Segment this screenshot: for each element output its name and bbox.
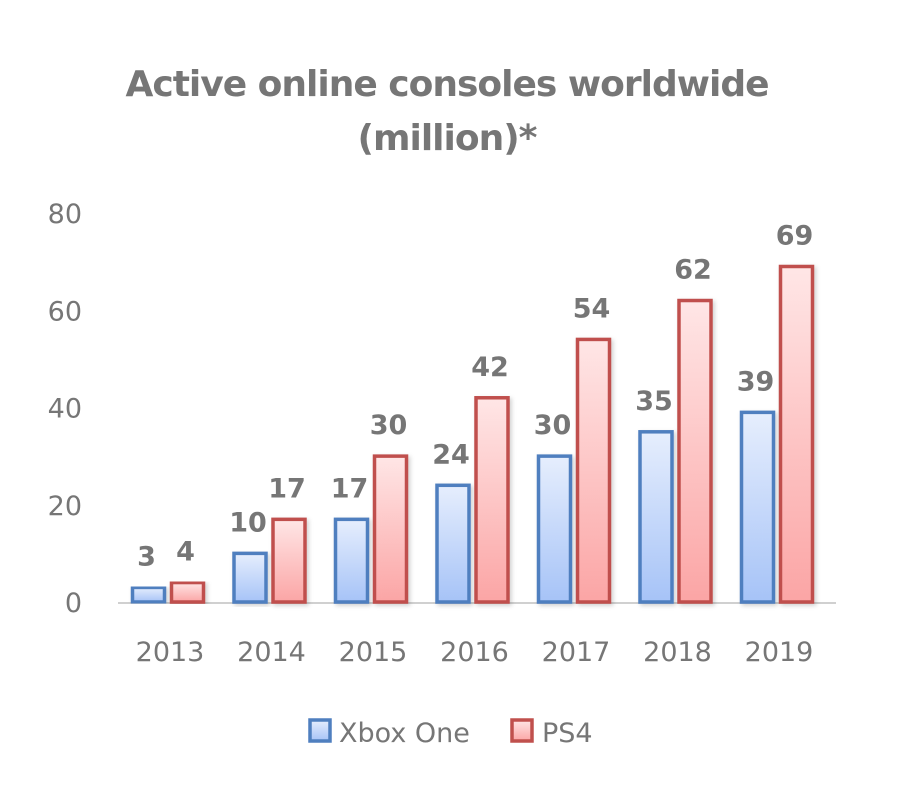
legend-item-ps4[interactable]: PS4 [510, 718, 593, 749]
bars [130, 264, 815, 604]
bar-xbox-one-2014 [232, 551, 268, 604]
x-tick-label: 2018 [643, 637, 712, 668]
bar-xbox-one-2013 [130, 585, 167, 604]
data-label: 17 [268, 473, 306, 504]
data-label: 24 [432, 439, 470, 470]
y-tick-label: 20 [48, 491, 82, 522]
legend-item-xbox-one[interactable]: Xbox One [308, 718, 470, 749]
bar-xbox-one-2018 [638, 430, 674, 604]
data-label: 10 [229, 507, 267, 538]
x-tick-label: 2017 [542, 637, 611, 668]
y-tick-label: 40 [48, 394, 82, 425]
data-label: 3 [137, 541, 156, 572]
y-tick-label: 60 [48, 296, 82, 327]
chart-title: Active online consoles worldwide (millio… [126, 64, 770, 159]
y-tick-label: 0 [65, 588, 82, 619]
x-tick-label: 2019 [745, 637, 814, 668]
chart-title-line-1: Active online consoles worldwide [126, 64, 769, 105]
bar-ps4-2015 [372, 454, 409, 604]
legend-label: Xbox One [339, 718, 470, 749]
x-tick-label: 2013 [136, 637, 205, 668]
y-tick-label: 80 [48, 199, 82, 230]
bar-ps4-2018 [677, 298, 713, 604]
data-label: 42 [471, 352, 509, 383]
bar-xbox-one-2019 [739, 410, 776, 604]
data-label: 30 [534, 410, 572, 441]
data-label: 54 [573, 293, 611, 324]
data-label: 17 [331, 473, 369, 504]
bar-xbox-one-2017 [536, 454, 573, 604]
bar-ps4-2017 [575, 337, 612, 604]
legend-swatch [308, 718, 332, 743]
data-label: 35 [635, 386, 673, 417]
bar-xbox-one-2015 [333, 517, 370, 604]
data-label: 30 [370, 410, 408, 441]
legend-label: PS4 [542, 718, 593, 749]
x-axis: 2013 2014 2015 2016 2017 2018 2019 [136, 637, 814, 668]
bar-xbox-one-2016 [435, 483, 471, 604]
x-tick-label: 2014 [237, 637, 306, 668]
chart-title-line-2: (million)* [358, 118, 538, 159]
bar-ps4-2014 [271, 517, 307, 604]
bar-ps4-2016 [474, 396, 510, 604]
legend: Xbox One PS4 [308, 718, 593, 749]
data-label: 62 [674, 255, 712, 286]
x-tick-label: 2016 [440, 637, 509, 668]
data-label: 69 [776, 220, 814, 251]
data-label: 4 [176, 537, 195, 568]
y-axis: 0 20 40 60 80 [48, 199, 82, 619]
legend-swatch [510, 718, 534, 743]
bar-ps4-2019 [778, 264, 815, 604]
bar-ps4-2013 [169, 580, 206, 604]
data-label: 39 [737, 366, 775, 397]
x-tick-label: 2015 [339, 637, 408, 668]
